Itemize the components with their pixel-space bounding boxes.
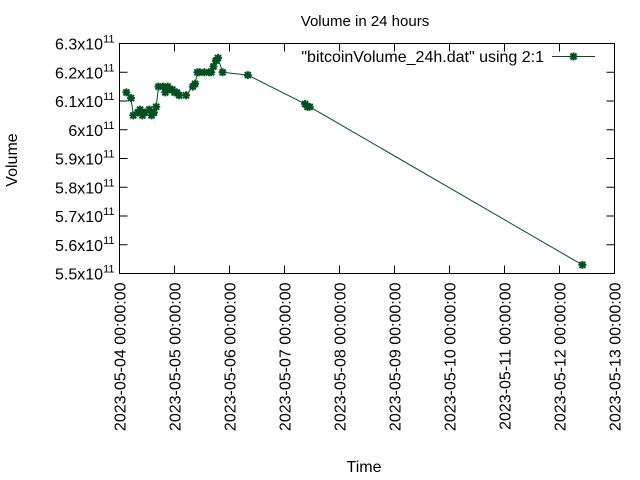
data-point xyxy=(182,91,190,100)
data-point xyxy=(218,68,227,77)
y-tick-label: 5.9x1011 xyxy=(55,149,114,169)
y-tick-label: 5.8x1011 xyxy=(55,177,114,197)
data-point xyxy=(209,62,218,71)
data-point xyxy=(127,94,135,103)
y-tick-label: 6.1x1011 xyxy=(55,91,114,111)
data-point xyxy=(195,68,204,77)
x-tick-label: 2023-05-08 00:00:00 xyxy=(333,282,350,431)
x-tick-label: 2023-05-11 00:00:00 xyxy=(498,282,515,429)
legend: "bitcoinVolume_24h.dat" using 2:1 xyxy=(301,49,595,66)
y-tick-label: 5.5x1011 xyxy=(55,264,114,284)
data-point xyxy=(200,68,209,77)
data-point xyxy=(140,108,149,117)
x-tick-label: 2023-05-07 00:00:00 xyxy=(278,282,295,431)
data-point xyxy=(243,71,252,80)
y-axis-label: Volume xyxy=(4,133,21,186)
x-tick-label: 2023-05-09 00:00:00 xyxy=(388,282,405,431)
data-point xyxy=(214,53,222,62)
data-point xyxy=(578,260,587,269)
y-tick-exponent: 11 xyxy=(103,62,114,74)
y-axis-ticks: 5.5x1011 5.6x1011 5.7x1011 5.8x1011 5.9x1011… xyxy=(55,34,615,284)
x-tick-label: 2023-05-13 00:00:00 xyxy=(608,282,625,431)
y-tick-exponent: 11 xyxy=(103,235,114,247)
x-tick-label: 2023-05-04 00:00:00 xyxy=(113,282,130,431)
data-point xyxy=(154,82,163,91)
x-tick-label: 2023-05-06 00:00:00 xyxy=(223,282,240,431)
data-point xyxy=(145,105,154,114)
data-point xyxy=(175,91,184,100)
data-point xyxy=(159,82,167,91)
data-point xyxy=(207,68,216,77)
y-tick-exponent: 11 xyxy=(103,120,114,132)
data-point xyxy=(122,88,131,97)
legend-marker xyxy=(569,52,578,61)
x-tick-label: 2023-05-12 00:00:00 xyxy=(553,282,570,431)
data-point xyxy=(305,102,314,111)
y-tick-exponent: 11 xyxy=(103,34,114,46)
y-tick-exponent: 11 xyxy=(103,206,114,218)
data-point xyxy=(191,79,200,88)
series-layer xyxy=(122,53,587,269)
y-tick-label: 6.3x1011 xyxy=(55,34,114,54)
data-point xyxy=(161,88,170,97)
y-tick-exponent: 11 xyxy=(103,149,114,161)
plot-frame xyxy=(119,43,615,274)
x-tick-label: 2023-05-05 00:00:00 xyxy=(168,282,185,431)
x-axis-ticks: 2023-05-04 00:00:00 2023-05-05 00:00:00 20… xyxy=(113,43,625,431)
y-tick-exponent: 11 xyxy=(103,264,114,276)
data-point xyxy=(129,111,138,120)
x-tick-label: 2023-05-10 00:00:00 xyxy=(443,282,460,431)
y-tick-label: 5.7x1011 xyxy=(55,206,114,226)
data-point xyxy=(152,102,161,111)
data-point xyxy=(149,108,158,117)
y-tick-label: 5.6x1011 xyxy=(55,235,114,255)
data-point xyxy=(136,105,145,114)
x-axis-label: Time xyxy=(347,459,382,476)
chart-title: Volume in 24 hours xyxy=(301,13,429,30)
y-tick-exponent: 11 xyxy=(103,91,114,103)
y-tick-label: 6x1011 xyxy=(68,120,114,140)
y-tick-exponent: 11 xyxy=(103,177,114,189)
legend-label: "bitcoinVolume_24h.dat" using 2:1 xyxy=(301,49,544,66)
y-tick-label: 6.2x1011 xyxy=(55,62,114,82)
